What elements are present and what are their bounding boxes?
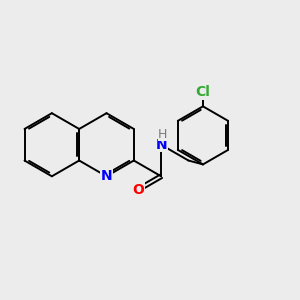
- Text: Cl: Cl: [196, 85, 210, 99]
- Text: N: N: [155, 138, 167, 152]
- Text: N: N: [101, 169, 112, 183]
- Text: O: O: [132, 183, 144, 197]
- Text: H: H: [158, 128, 168, 141]
